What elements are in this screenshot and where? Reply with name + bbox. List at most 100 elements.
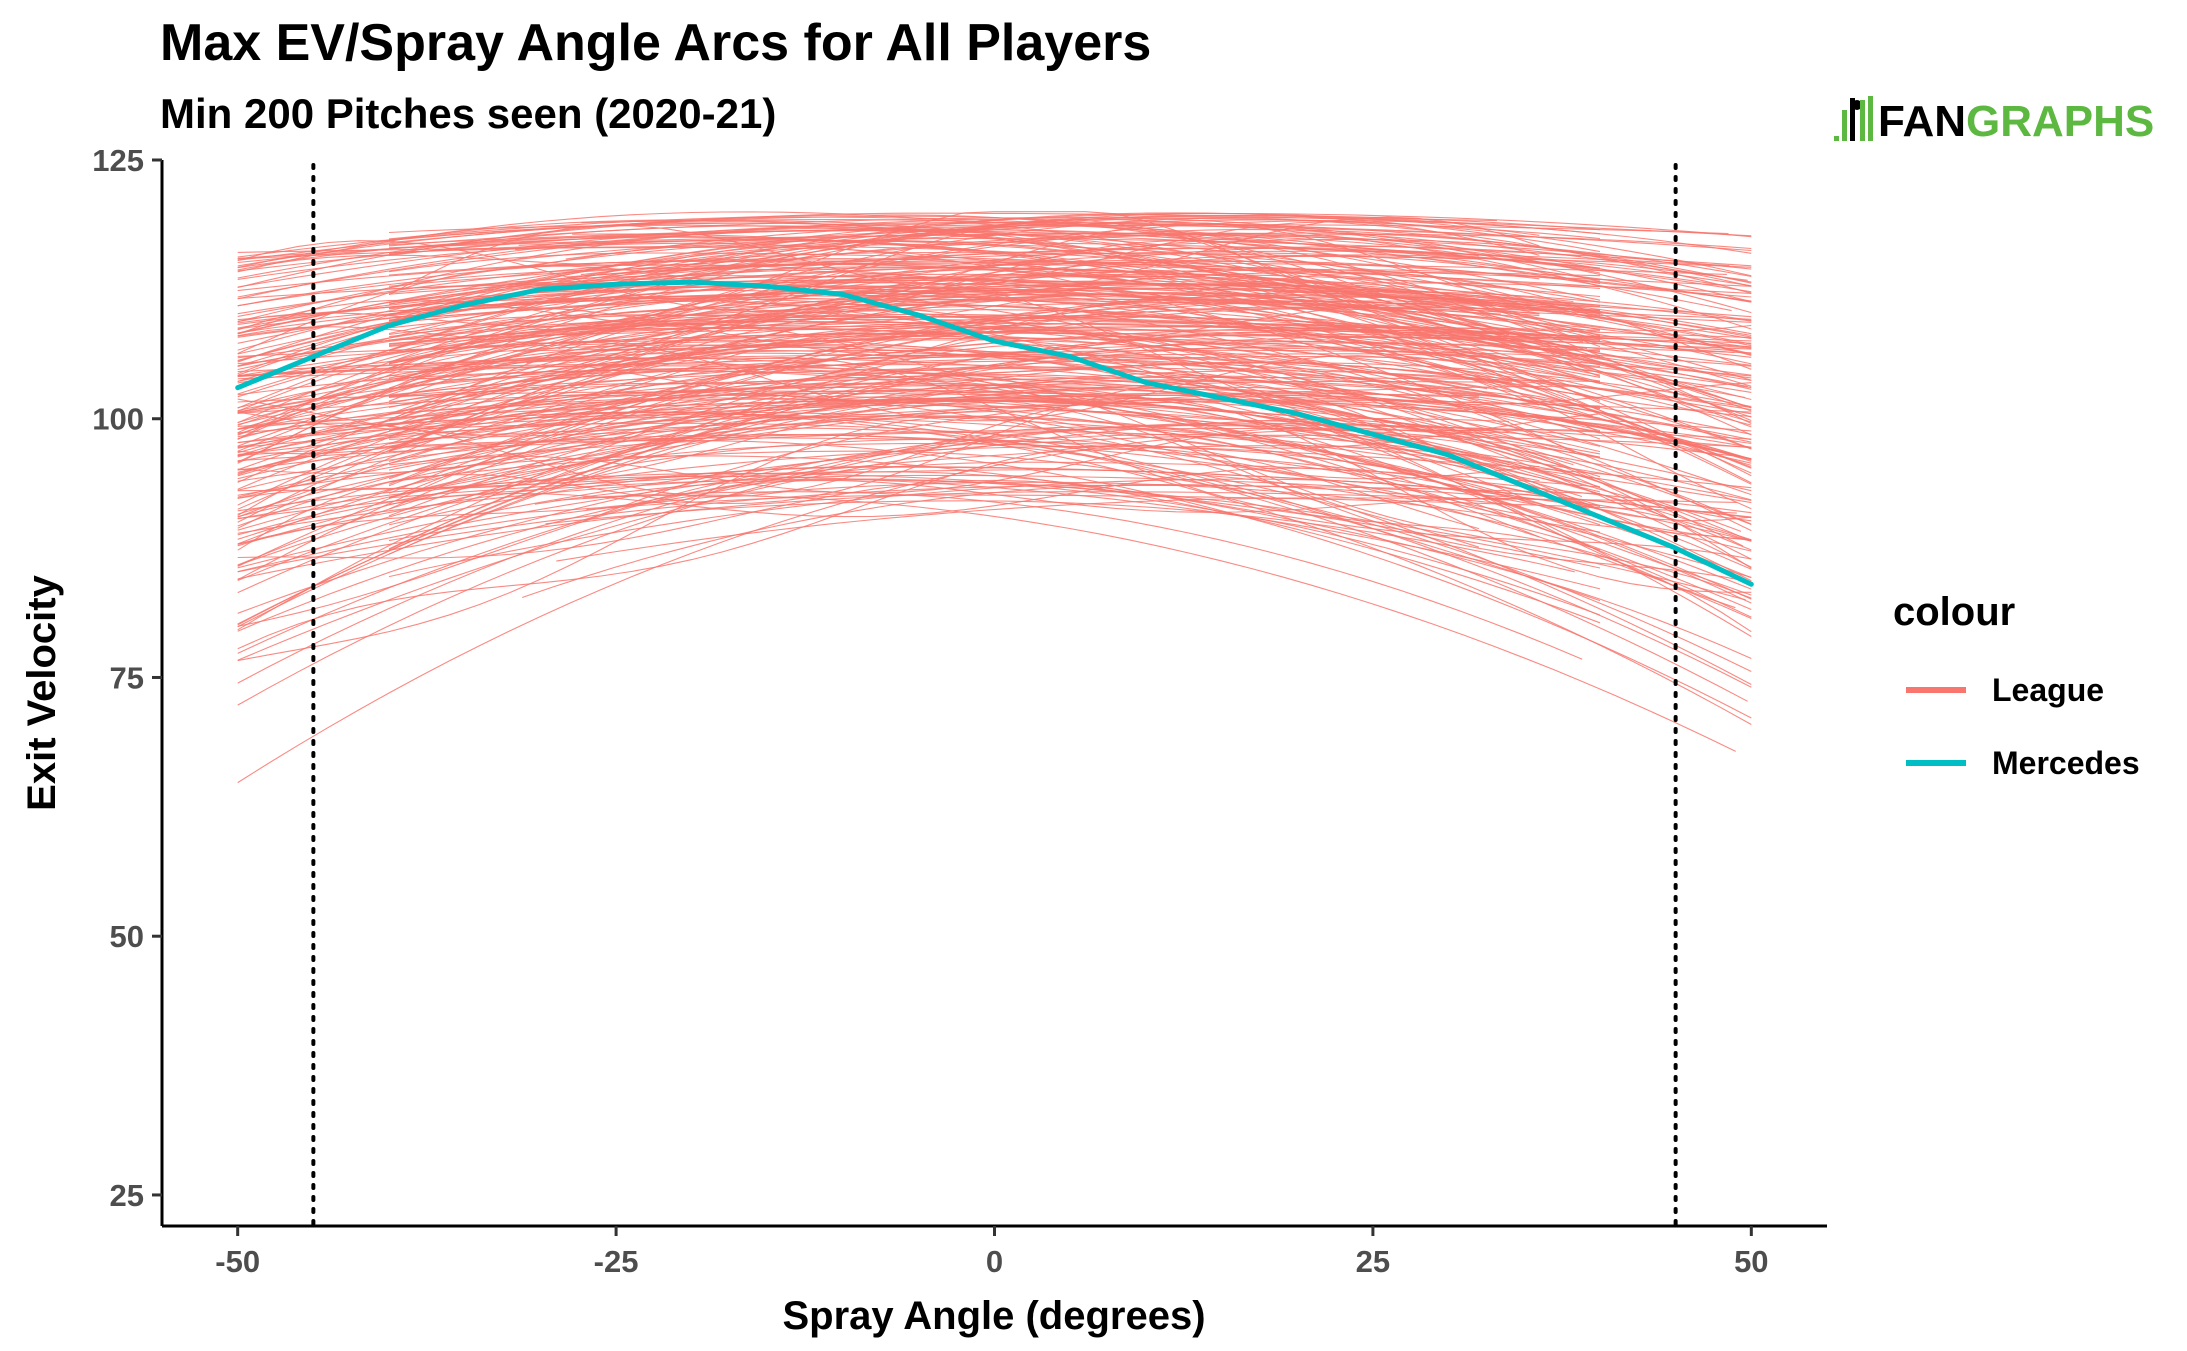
chart-title: Max EV/Spray Angle Arcs for All Players <box>160 14 1151 72</box>
league-curve <box>388 315 1752 358</box>
fangraphs-logo: FANGRAPHS <box>1834 96 2154 146</box>
league-curve <box>388 252 1601 298</box>
league-curve <box>388 306 1601 510</box>
legend-title: colour <box>1893 590 2015 634</box>
league-curve <box>237 466 1752 545</box>
league-curve <box>388 314 1601 432</box>
league-curve <box>237 416 1540 662</box>
league-curve <box>388 282 1752 321</box>
league-curve <box>237 267 1601 385</box>
league-curve <box>237 491 1510 580</box>
league-curve <box>562 445 1592 508</box>
league-curve <box>237 224 1752 287</box>
league-curve <box>237 363 1752 541</box>
league-curve <box>237 429 1479 784</box>
league-curve <box>237 218 1752 330</box>
league-curve <box>237 349 1752 443</box>
league-curve <box>388 296 1601 494</box>
league-curve <box>237 353 1601 380</box>
league-curve <box>388 386 1752 466</box>
league-curve <box>237 394 1752 460</box>
y-tick-label: 75 <box>110 660 144 695</box>
league-curve <box>388 427 1601 602</box>
league-curve <box>237 424 1752 654</box>
league-curve <box>388 469 1601 551</box>
league-curve <box>518 240 1730 267</box>
league-curve <box>237 399 1601 536</box>
league-curve <box>388 282 1752 415</box>
chart-subtitle: Min 200 Pitches seen (2020-21) <box>160 90 776 137</box>
league-curve <box>237 344 1752 540</box>
x-axis-title: Spray Angle (degrees) <box>782 1294 1205 1338</box>
league-curve <box>388 217 1752 314</box>
league-curve <box>237 404 1601 527</box>
legend-label-mercedes: Mercedes <box>1992 745 2140 781</box>
league-curve <box>388 366 1752 435</box>
series-lines <box>235 279 1754 587</box>
league-curve <box>237 471 1752 660</box>
league-curve <box>237 426 1752 545</box>
logo-text-fan: FAN <box>1878 97 1966 146</box>
league-curve <box>237 444 1480 650</box>
league-curve <box>237 216 1752 424</box>
league-curve <box>237 221 1540 355</box>
league-curve <box>388 329 1752 423</box>
league-curve <box>237 437 1752 489</box>
logo-text: FANGRAPHS <box>1878 97 2154 146</box>
league-curve <box>237 349 1601 414</box>
series-line-mercedes <box>235 279 1754 587</box>
league-curve <box>388 234 1752 322</box>
league-curve <box>237 484 1601 573</box>
x-tick-label: 25 <box>1356 1244 1390 1279</box>
league-curve <box>237 375 1752 628</box>
league-curve <box>388 272 1752 370</box>
x-axis-ticks: -50 -25 0 25 50 <box>215 1226 1769 1279</box>
league-curve <box>237 330 1601 432</box>
league-curve <box>388 325 1752 404</box>
x-tick-label: 50 <box>1734 1244 1768 1279</box>
league-curve <box>237 418 1510 661</box>
league-curve <box>237 356 1752 633</box>
league-curve <box>388 281 1510 434</box>
league-curve <box>237 356 1752 426</box>
league-curve <box>388 398 1752 611</box>
league-curve <box>388 450 1752 672</box>
league-curve <box>237 341 1752 510</box>
league-curve <box>237 416 1601 508</box>
league-curve <box>237 260 1540 325</box>
league-curve <box>388 286 1752 560</box>
league-curve <box>237 276 1752 450</box>
reference-lines <box>311 163 1678 1228</box>
league-curve <box>237 309 1752 450</box>
y-tick-label: 25 <box>110 1178 144 1213</box>
league-curve <box>388 260 1540 340</box>
league-curve <box>583 491 1583 660</box>
league-curve <box>237 479 1752 560</box>
league-curve <box>592 292 1501 315</box>
league-curve <box>237 478 1601 616</box>
league-curve <box>584 321 1735 353</box>
y-axis-title: Exit Velocity <box>20 574 64 810</box>
league-curve <box>388 220 1752 402</box>
logo-text-graphs: GRAPHS <box>1966 97 2154 146</box>
league-curve <box>237 212 1752 279</box>
league-lines <box>237 211 1752 784</box>
y-axis-ticks: 25 50 75 100 125 <box>92 143 162 1213</box>
league-curve <box>388 467 1752 541</box>
league-curve <box>237 297 1752 568</box>
y-tick-label: 100 <box>92 402 144 437</box>
league-curve <box>237 479 1752 627</box>
league-curve <box>237 222 1540 313</box>
league-curve <box>584 365 1736 609</box>
x-tick-label: 0 <box>986 1244 1003 1279</box>
league-curve <box>237 399 1752 551</box>
league-curve <box>237 336 1510 625</box>
league-curve <box>388 313 1601 378</box>
league-curve <box>388 247 1752 303</box>
league-curve <box>237 369 1752 599</box>
league-curve <box>237 411 1752 504</box>
y-tick-label: 125 <box>92 143 144 178</box>
x-tick-label: -50 <box>215 1244 260 1279</box>
legend-label-league: League <box>1992 672 2104 708</box>
